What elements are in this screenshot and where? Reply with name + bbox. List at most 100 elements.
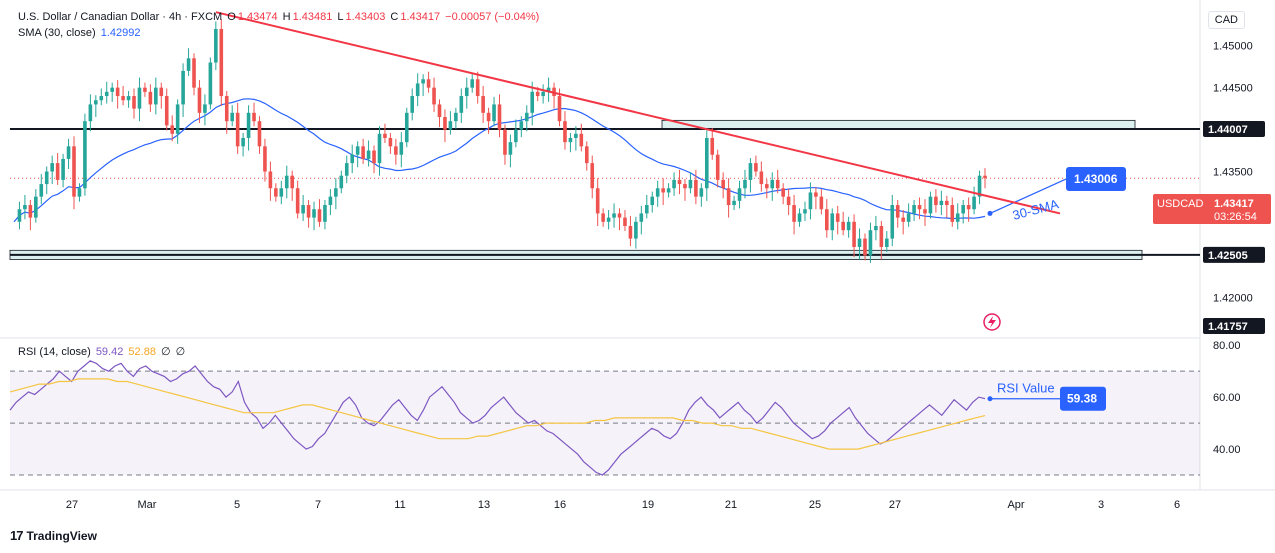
candle-body bbox=[645, 205, 649, 213]
candle-body bbox=[929, 197, 933, 214]
price-tick-label: 1.42000 bbox=[1213, 292, 1253, 304]
rsi-legend: RSI (14, close) 59.42 52.88 ∅ ∅ bbox=[18, 345, 187, 358]
candle-body bbox=[263, 146, 267, 171]
candle-body bbox=[727, 188, 731, 205]
candle-body bbox=[400, 142, 404, 155]
candle-body bbox=[45, 172, 49, 185]
candle-body bbox=[367, 151, 371, 159]
currency-button[interactable]: CAD bbox=[1208, 11, 1245, 29]
low-value: 1.43403 bbox=[346, 11, 386, 23]
candle-body bbox=[405, 113, 409, 142]
candle-body bbox=[416, 83, 420, 96]
candle-body bbox=[50, 163, 54, 171]
candle-body bbox=[983, 176, 987, 179]
candle-body bbox=[814, 192, 818, 196]
candle-body bbox=[754, 163, 758, 171]
candle-body bbox=[798, 213, 802, 221]
candle-body bbox=[618, 213, 622, 217]
candle-body bbox=[525, 113, 529, 121]
tradingview-logo[interactable]: 17 TradingView bbox=[10, 528, 97, 543]
candle-body bbox=[427, 79, 431, 87]
close-value: 1.43417 bbox=[400, 11, 440, 23]
candle-body bbox=[760, 172, 764, 185]
rsi-extra-2: ∅ bbox=[176, 346, 186, 358]
candle-body bbox=[923, 209, 927, 213]
candle-body bbox=[176, 104, 180, 133]
candle-body bbox=[503, 130, 507, 155]
candle-body bbox=[825, 209, 829, 230]
tradingview-brand: TradingView bbox=[26, 529, 96, 543]
candle-body bbox=[34, 197, 38, 218]
candle-body bbox=[863, 239, 867, 256]
candle-body bbox=[721, 180, 725, 188]
candle-body bbox=[285, 176, 289, 189]
candle-body bbox=[378, 134, 382, 163]
candle-body bbox=[329, 197, 333, 205]
candle-body bbox=[820, 197, 824, 210]
candle-body bbox=[950, 205, 954, 222]
change-value: −0.00057 (−0.04%) bbox=[445, 11, 539, 23]
candle-body bbox=[498, 104, 502, 129]
candle-body bbox=[350, 155, 354, 163]
candle-body bbox=[110, 88, 114, 92]
candle-body bbox=[710, 138, 714, 155]
candle-body bbox=[296, 188, 300, 213]
candle-body bbox=[732, 201, 736, 205]
candle-body bbox=[230, 113, 234, 121]
candle-body bbox=[165, 96, 169, 125]
rsi-extra-1: ∅ bbox=[161, 346, 171, 358]
candle-body bbox=[585, 146, 589, 163]
candle-body bbox=[541, 92, 545, 96]
candle-body bbox=[509, 142, 513, 155]
time-tick-label: Mar bbox=[138, 499, 157, 511]
candle-body bbox=[143, 88, 147, 92]
candle-body bbox=[214, 29, 218, 63]
candle-body bbox=[236, 113, 240, 147]
candle-body bbox=[241, 138, 245, 146]
candle-body bbox=[918, 205, 922, 209]
sma-callout-value: 1.43006 bbox=[1074, 172, 1118, 186]
candle-body bbox=[596, 188, 600, 213]
candle-body bbox=[481, 96, 485, 113]
price-tick-label: 1.44500 bbox=[1213, 83, 1253, 95]
time-tick-label: 13 bbox=[478, 499, 490, 511]
close-label: C bbox=[390, 11, 398, 23]
candle-body bbox=[536, 92, 540, 96]
candle-body bbox=[438, 104, 442, 117]
time-tick-label: 3 bbox=[1098, 499, 1104, 511]
candle-body bbox=[683, 184, 687, 188]
lightning-bolt bbox=[988, 316, 996, 328]
candle-body bbox=[880, 226, 884, 247]
candle-body bbox=[23, 205, 27, 209]
candle-body bbox=[743, 180, 747, 188]
candle-body bbox=[432, 88, 436, 105]
candle-body bbox=[705, 138, 709, 188]
candle-body bbox=[460, 96, 464, 113]
time-tick-label: 25 bbox=[809, 499, 821, 511]
candle-body bbox=[67, 146, 71, 159]
candle-body bbox=[318, 209, 322, 222]
candle-body bbox=[558, 96, 562, 121]
price-tick-label: 1.43500 bbox=[1213, 167, 1253, 179]
candle-body bbox=[874, 226, 878, 230]
candle-body bbox=[487, 113, 491, 121]
candle-body bbox=[83, 121, 87, 188]
candles bbox=[18, 19, 987, 263]
rsi-tick-label: 40.00 bbox=[1213, 444, 1241, 456]
candle-body bbox=[492, 104, 496, 121]
candle-body bbox=[836, 213, 840, 221]
candle-body bbox=[323, 205, 327, 222]
symbol-legend: U.S. Dollar / Canadian Dollar · 4h · FXC… bbox=[18, 11, 541, 23]
candle-body bbox=[830, 213, 834, 230]
rsi-tick-label: 60.00 bbox=[1213, 392, 1241, 404]
candle-body bbox=[56, 163, 60, 180]
time-tick-label: 6 bbox=[1174, 499, 1180, 511]
candle-body bbox=[656, 188, 660, 196]
chart-canvas[interactable]: 1.450001.445001.435001.430001.420001.440… bbox=[0, 0, 1275, 553]
candle-body bbox=[634, 222, 638, 239]
candle-body bbox=[901, 218, 905, 222]
candle-body bbox=[258, 121, 262, 146]
candle-body bbox=[765, 184, 769, 188]
candle-body bbox=[563, 121, 567, 142]
